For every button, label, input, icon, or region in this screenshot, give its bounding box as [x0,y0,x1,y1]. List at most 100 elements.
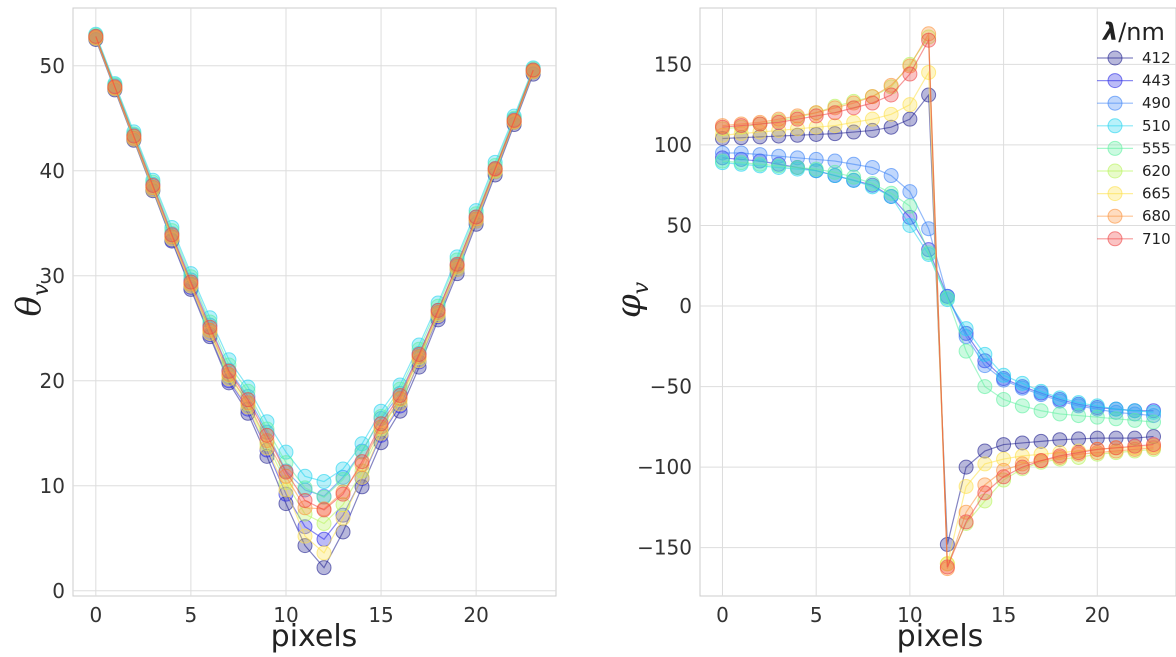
phi-point-490 [921,221,937,237]
phi-point-412 [864,122,880,138]
legend-item-443: 443 [1097,72,1171,90]
phi-point-710 [1146,437,1162,453]
theta-gridlines [73,8,556,596]
theta-point-665 [354,469,370,485]
phi-point-412 [921,87,937,103]
theta-point-680 [278,468,294,484]
phi-point-710 [939,559,955,575]
theta-x-tick-label: 5 [185,603,198,627]
theta-plot: 0 5 10 15 20 0 10 20 30 40 50 pixels θv [9,7,557,654]
legend-marker-665 [1107,186,1123,202]
phi-point-555 [996,391,1012,407]
phi-point-555 [846,169,862,185]
theta-point-555 [335,471,351,487]
phi-point-710 [1108,440,1124,456]
legend-marker-443 [1107,73,1123,89]
legend-marker-490 [1107,95,1123,111]
theta-series [88,26,541,576]
phi-y-tick-label: −50 [650,375,692,399]
phi-y-ticks: 150 100 50 0 −50 −100 −150 [637,52,692,559]
legend-label-665: 665 [1142,185,1171,203]
phi-point-490 [846,156,862,172]
phi-series-510 [714,155,1162,420]
phi-point-710 [846,100,862,116]
phi-point-710 [958,514,974,530]
legend-label-443: 443 [1142,72,1171,90]
phi-point-555 [864,176,880,192]
phi-x-tick-label: 0 [716,603,729,627]
legend-marker-412 [1107,50,1123,66]
phi-point-710 [808,108,824,124]
phi-point-555 [977,379,993,395]
phi-point-710 [996,469,1012,485]
phi-line-555 [722,160,1154,423]
phi-point-510 [996,367,1012,383]
phi-point-510 [1052,390,1068,406]
phi-point-665 [883,106,899,122]
phi-point-555 [1108,411,1124,427]
phi-point-412 [902,111,918,127]
phi-point-555 [714,153,730,169]
theta-point-665 [297,528,313,544]
phi-point-555 [1089,409,1105,425]
phi-point-555 [1071,408,1087,424]
phi-y-tick-label: 50 [667,213,692,237]
phi-point-555 [808,161,824,177]
theta-point-555 [316,489,332,505]
phi-series-710 [714,32,1162,575]
theta-x-ticks: 0 5 10 15 20 [89,603,488,627]
theta-series-710 [88,28,541,518]
legend-label-490: 490 [1142,94,1171,112]
phi-y-tick-label: 0 [679,294,692,318]
phi-point-412 [1014,435,1030,451]
legend-item-510: 510 [1097,117,1171,135]
legend-label-710: 710 [1142,230,1171,248]
phi-subscript: v [629,281,654,294]
phi-point-710 [883,87,899,103]
legend-title: λ/nm [1101,18,1165,46]
theta-line-555 [95,35,534,499]
phi-point-710 [733,118,749,134]
phi-point-710 [1089,441,1105,457]
phi-point-710 [1014,459,1030,475]
theta-point-710 [183,274,199,290]
phi-point-555 [883,185,899,201]
phi-point-680 [1014,456,1030,472]
phi-point-510 [977,346,993,362]
theta-x-tick-label: 15 [368,603,393,627]
legend-label-555: 555 [1142,139,1171,157]
theta-point-710 [164,227,180,243]
phi-y-tick-label: 100 [654,133,692,157]
phi-point-710 [1033,453,1049,469]
theta-point-710 [411,347,427,362]
phi-point-710 [902,66,918,82]
phi-point-510 [1033,383,1049,399]
theta-point-710 [449,256,465,272]
phi-point-412 [1052,432,1068,448]
theta-x-axis-label: pixels [271,619,358,654]
phi-point-555 [1146,414,1162,430]
theta-y-tick-label: 20 [40,369,65,393]
phi-point-665 [996,451,1012,467]
phi-point-555 [771,158,787,174]
phi-y-axis-label: φv [609,281,654,318]
legend-item-412: 412 [1097,49,1171,67]
theta-point-710 [468,209,484,225]
phi-point-665 [958,478,974,494]
phi-point-710 [1127,438,1143,454]
theta-x-tick-label: 20 [463,603,488,627]
phi-point-710 [864,95,880,111]
theta-point-665 [335,510,351,526]
theta-x-tick-label: 0 [89,603,102,627]
legend-item-665: 665 [1097,185,1171,203]
phi-line-710 [722,38,1154,568]
phi-point-510 [902,217,918,233]
legend-marker-680 [1107,208,1123,224]
theta-point-710 [240,392,256,408]
theta-point-412 [316,560,332,576]
legend-marker-510 [1107,118,1123,134]
theta-y-axis-label: θv [9,283,54,316]
theta-subscript: v [29,283,54,296]
theta-point-710 [392,387,408,403]
phi-point-555 [958,343,974,359]
